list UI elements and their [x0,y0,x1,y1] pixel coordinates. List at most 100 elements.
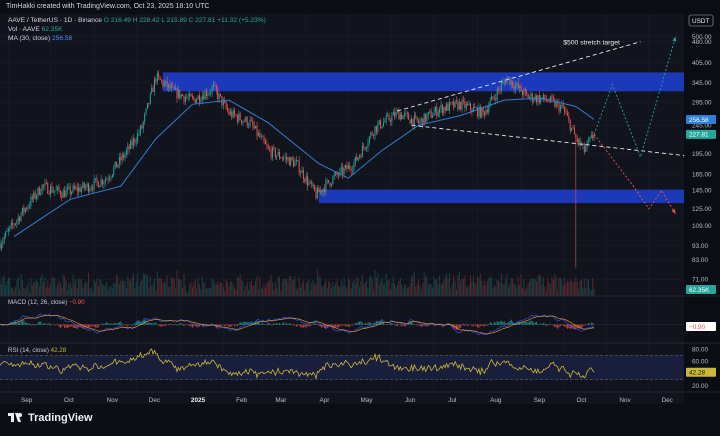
volume-bar [374,269,376,296]
macd-histogram-bar [48,322,50,325]
candle-body [41,184,43,193]
candle-body [448,102,450,111]
volume-bar [231,281,233,296]
volume-bar [116,274,118,296]
candle-body [109,178,111,180]
candle-body [211,87,213,93]
macd-histogram-bar [161,324,163,327]
volume-bar [250,280,252,296]
volume-bar [190,281,192,296]
macd-histogram-bar [537,324,539,325]
macd-histogram-bar [540,323,542,325]
candle-body [161,79,163,81]
volume-bar [225,279,227,296]
volume-bar [419,285,421,296]
candle-body [585,147,587,152]
volume-bar [293,280,295,296]
volume-bar [294,276,296,296]
volume-bar [349,279,351,296]
candle-body [116,161,118,168]
candle-body [252,120,254,126]
volume-bar [404,283,405,296]
macd-label: MACD (12, 26, close) [8,299,68,306]
volume-value: 62.35K [41,26,63,33]
candle-body [550,96,552,102]
candle-body [555,102,557,107]
volume-bar [93,280,95,296]
candle-body [180,94,182,98]
credit-text: TimHakki created with TradingView.com, O… [6,3,210,10]
volume-bar [509,284,511,296]
volume-bar [536,281,538,296]
macd-histogram-bar [565,324,567,328]
macd-axis-label: −0.90 [689,324,706,331]
candle-body [189,93,191,98]
volume-bar [537,275,539,296]
candle-body [506,77,508,84]
candle-body [582,143,584,146]
macd-histogram-bar [384,323,386,325]
macd-histogram-bar [545,324,547,327]
candle-body [491,96,493,101]
macd-histogram-bar [457,324,459,330]
volume-bar [50,284,52,296]
volume-bar [253,284,255,296]
macd-histogram-bar [573,324,575,330]
volume-bar [461,278,463,296]
candle-body [123,154,125,158]
macd-histogram-bar [496,321,498,325]
candle-body [137,133,139,142]
candle-body [530,93,532,97]
candle-body [589,137,591,141]
volume-bar [401,284,403,296]
volume-bar [399,277,401,296]
rsi-tick-label: 80.00 [692,346,708,353]
volume-bar [516,288,518,296]
macd-histogram-bar [21,320,23,325]
candle-body [588,140,589,142]
macd-histogram-bar [408,322,410,325]
candle-body [366,147,368,149]
macd-histogram-bar [95,324,96,328]
volume-bar [354,284,356,296]
candle-body [144,114,146,122]
macd-histogram-bar [92,324,94,326]
candle-body [214,84,216,86]
macd-histogram-bar [145,320,147,325]
candle-body [222,100,224,106]
macd-histogram-bar [47,323,49,325]
candle-body [196,99,198,103]
volume-bar [319,277,321,296]
macd-histogram-bar [422,324,424,327]
macd-histogram-bar [193,324,195,327]
candle-body [319,190,321,193]
candle-body [391,115,393,122]
candle-body [294,161,296,167]
volume-bar [217,281,219,296]
macd-histogram-bar [27,323,29,325]
macd-histogram-bar [380,321,382,325]
macd-histogram-bar [300,324,302,328]
volume-bar [262,288,264,296]
macd-histogram-bar [248,322,250,325]
volume-bar [427,285,429,296]
volume-bar [95,283,96,296]
candle-body [481,107,483,118]
macd-histogram-bar [162,324,164,327]
price-tick-label: 500.00 [692,34,712,41]
macd-histogram-bar [166,324,168,325]
candle-body [170,85,172,89]
macd-histogram-bar [163,324,165,326]
candle-body [64,190,66,198]
macd-line [0,313,595,336]
volume-bar [380,281,382,296]
macd-histogram-bar [405,324,407,327]
candle-body [422,118,424,126]
volume-bar [61,287,63,296]
volume-bar [33,282,35,296]
volume-bar [352,282,354,296]
macd-histogram-bar [138,320,140,325]
time-tick-label: Dec [149,397,161,404]
volume-bar [474,283,476,296]
macd-histogram-bar [514,323,516,325]
